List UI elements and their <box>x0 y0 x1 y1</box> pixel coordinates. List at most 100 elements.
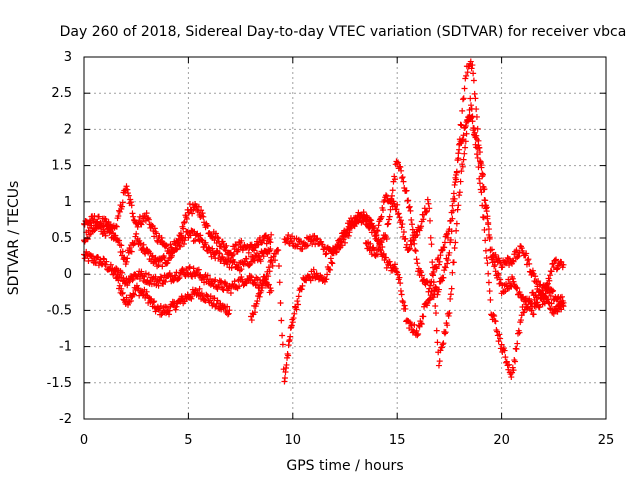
data-point <box>231 259 238 266</box>
data-point <box>491 313 498 320</box>
data-point <box>448 285 455 292</box>
data-point <box>524 303 531 310</box>
data-point <box>202 239 209 246</box>
data-point <box>411 240 418 247</box>
data-point <box>374 227 381 234</box>
data-point <box>158 234 165 241</box>
data-point <box>418 223 425 230</box>
data-point <box>251 309 258 316</box>
data-point <box>418 269 425 276</box>
data-point <box>412 247 419 254</box>
data-point <box>333 249 340 256</box>
data-point <box>547 305 554 312</box>
data-point <box>139 245 146 252</box>
data-point <box>130 290 137 297</box>
data-point <box>232 241 239 248</box>
data-point <box>379 244 386 251</box>
data-point <box>403 187 410 194</box>
data-point <box>192 237 199 244</box>
data-point <box>427 282 434 289</box>
data-point <box>130 213 137 220</box>
data-point <box>441 239 448 246</box>
data-point <box>262 276 269 283</box>
data-point <box>406 203 413 210</box>
data-point <box>100 255 107 262</box>
chart-title: Day 260 of 2018, Sidereal Day-to-day VTE… <box>60 24 627 40</box>
data-point <box>539 287 546 294</box>
data-point <box>227 290 234 297</box>
data-point <box>102 232 109 239</box>
data-point <box>454 206 461 213</box>
data-point <box>425 200 432 207</box>
data-point <box>151 225 158 232</box>
data-point <box>115 277 122 284</box>
data-point <box>462 122 469 129</box>
data-point <box>267 239 274 246</box>
data-point <box>414 260 421 267</box>
data-point <box>157 273 164 280</box>
data-point <box>327 255 334 262</box>
data-point <box>467 58 474 65</box>
data-point <box>127 196 134 203</box>
data-point <box>181 219 188 226</box>
data-point <box>285 352 292 359</box>
data-point <box>409 226 416 233</box>
data-point <box>530 311 537 318</box>
data-point <box>447 295 454 302</box>
data-point <box>396 274 403 281</box>
axis-ticks <box>83 56 607 420</box>
data-point <box>499 263 506 270</box>
data-point <box>84 236 91 243</box>
y-tick-label: -0.5 <box>47 303 72 318</box>
data-point <box>458 122 465 129</box>
data-point <box>553 266 560 273</box>
data-point <box>198 290 205 297</box>
data-point <box>119 289 126 296</box>
data-point <box>523 250 530 257</box>
data-point <box>197 232 204 239</box>
data-point <box>553 256 560 263</box>
data-point <box>436 258 443 265</box>
data-point <box>238 266 245 273</box>
data-point <box>460 156 467 163</box>
x-tick-labels: 0 5 10 15 20 25 <box>80 433 614 448</box>
data-point <box>449 269 456 276</box>
data-point <box>233 242 240 249</box>
data-point <box>103 258 110 265</box>
data-point <box>446 226 453 233</box>
data-point <box>418 272 425 279</box>
data-point <box>401 302 408 309</box>
data-point <box>475 142 482 149</box>
data-point <box>145 216 152 223</box>
data-point <box>469 62 476 69</box>
data-point <box>399 221 406 228</box>
data-point <box>344 226 351 233</box>
data-point <box>470 77 477 84</box>
data-point <box>394 160 401 167</box>
data-point <box>123 183 130 190</box>
data-point <box>180 241 187 248</box>
data-point <box>373 231 380 238</box>
series-trace-a <box>81 248 233 318</box>
data-point <box>560 303 567 310</box>
data-point <box>457 178 464 185</box>
data-point <box>508 374 515 381</box>
data-point <box>399 298 406 305</box>
data-point <box>444 234 451 241</box>
data-point <box>198 237 205 244</box>
data-point <box>195 203 202 210</box>
data-point <box>474 154 481 161</box>
data-point <box>528 300 535 307</box>
data-point <box>547 272 554 279</box>
y-tick-labels: -2 -1.5 -1 -0.5 0 0.5 1 1.5 2 2.5 3 <box>47 50 72 427</box>
data-point <box>393 268 400 275</box>
data-point <box>462 144 469 151</box>
data-point <box>188 295 195 302</box>
data-point <box>109 225 116 232</box>
data-point <box>367 240 374 247</box>
data-point <box>437 252 444 259</box>
data-point <box>559 297 566 304</box>
data-point <box>267 246 274 253</box>
data-point <box>231 278 238 285</box>
data-point <box>378 239 385 246</box>
